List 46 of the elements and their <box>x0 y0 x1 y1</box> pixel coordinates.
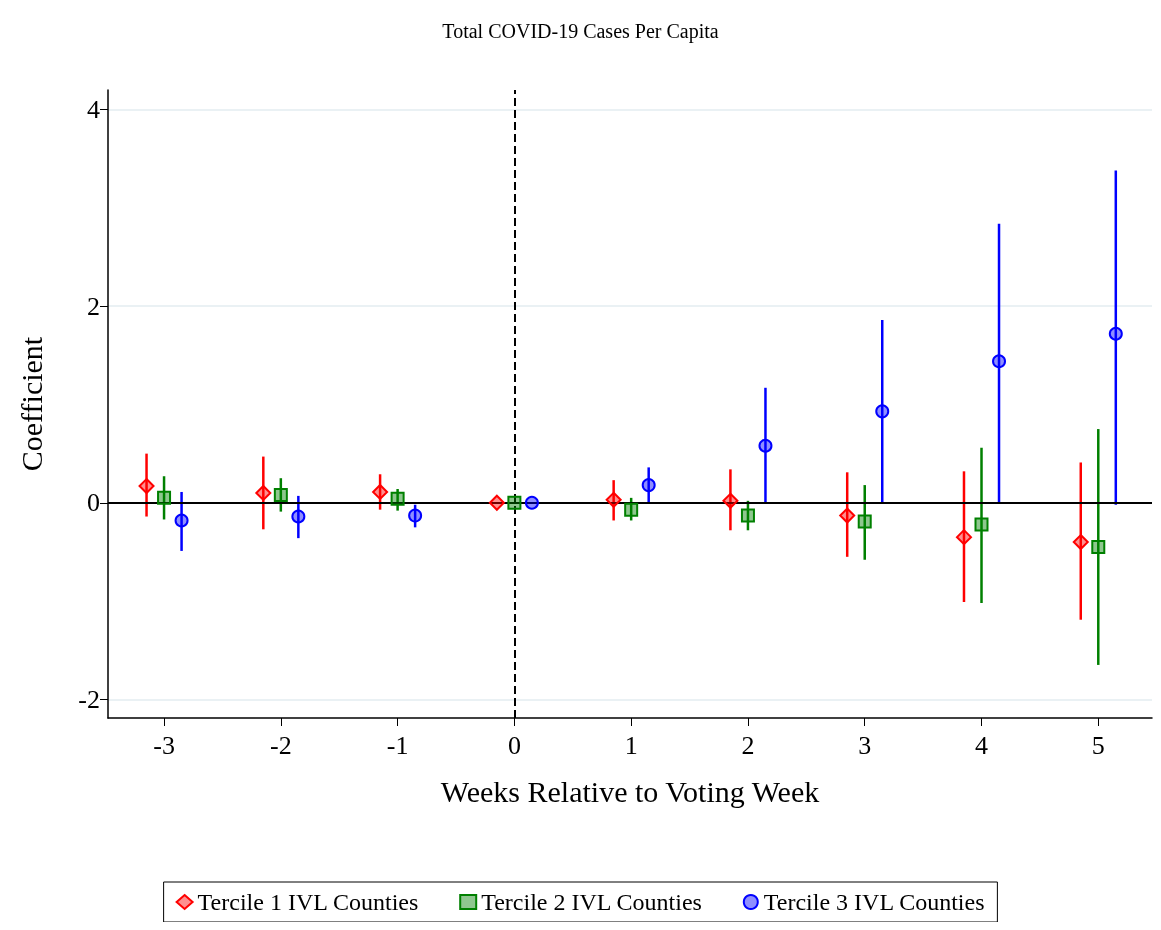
point <box>722 492 739 509</box>
point <box>488 494 505 511</box>
point <box>875 404 890 419</box>
point <box>605 491 622 508</box>
point <box>273 487 288 502</box>
x-tick-label: 1 <box>624 730 638 760</box>
point <box>157 490 172 505</box>
x-tick-label: 0 <box>507 730 521 760</box>
point <box>524 495 539 510</box>
x-tick-label: 5 <box>1091 730 1105 760</box>
point <box>758 438 773 453</box>
y-tick-label: -2 <box>78 684 100 714</box>
point <box>291 509 306 524</box>
chart-title: Total COVID-19 Cases Per Capita <box>442 20 719 43</box>
point <box>624 502 639 517</box>
legend-label: Tercile 3 IVL Counties <box>763 889 985 915</box>
point <box>1108 326 1123 341</box>
y-tick-label: 2 <box>87 291 100 321</box>
legend-label: Tercile 1 IVL Counties <box>197 889 419 915</box>
point <box>974 517 989 532</box>
x-tick-label: 2 <box>741 730 755 760</box>
point <box>255 484 272 501</box>
point <box>1091 540 1106 554</box>
point <box>138 478 155 495</box>
point <box>507 495 522 510</box>
y-tick-label: 4 <box>87 95 100 125</box>
x-tick-label: -2 <box>270 730 292 760</box>
point <box>408 508 423 523</box>
legend-label: Tercile 2 IVL Counties <box>481 889 702 915</box>
point <box>740 508 755 523</box>
point <box>1072 534 1089 551</box>
point <box>992 354 1007 369</box>
x-axis-title: Weeks Relative to Voting Week <box>440 774 820 808</box>
point <box>641 478 656 493</box>
point <box>390 491 405 506</box>
point <box>955 529 972 546</box>
y-tick-label: 0 <box>87 488 100 518</box>
x-tick-label: 4 <box>975 730 988 760</box>
point <box>857 514 872 529</box>
x-tick-label: -3 <box>153 730 175 760</box>
point <box>174 513 189 528</box>
point <box>839 507 856 524</box>
point <box>372 483 389 500</box>
y-axis-title: Coefficient <box>14 336 48 472</box>
x-tick-label: -1 <box>386 730 409 760</box>
x-tick-label: 3 <box>858 730 872 760</box>
